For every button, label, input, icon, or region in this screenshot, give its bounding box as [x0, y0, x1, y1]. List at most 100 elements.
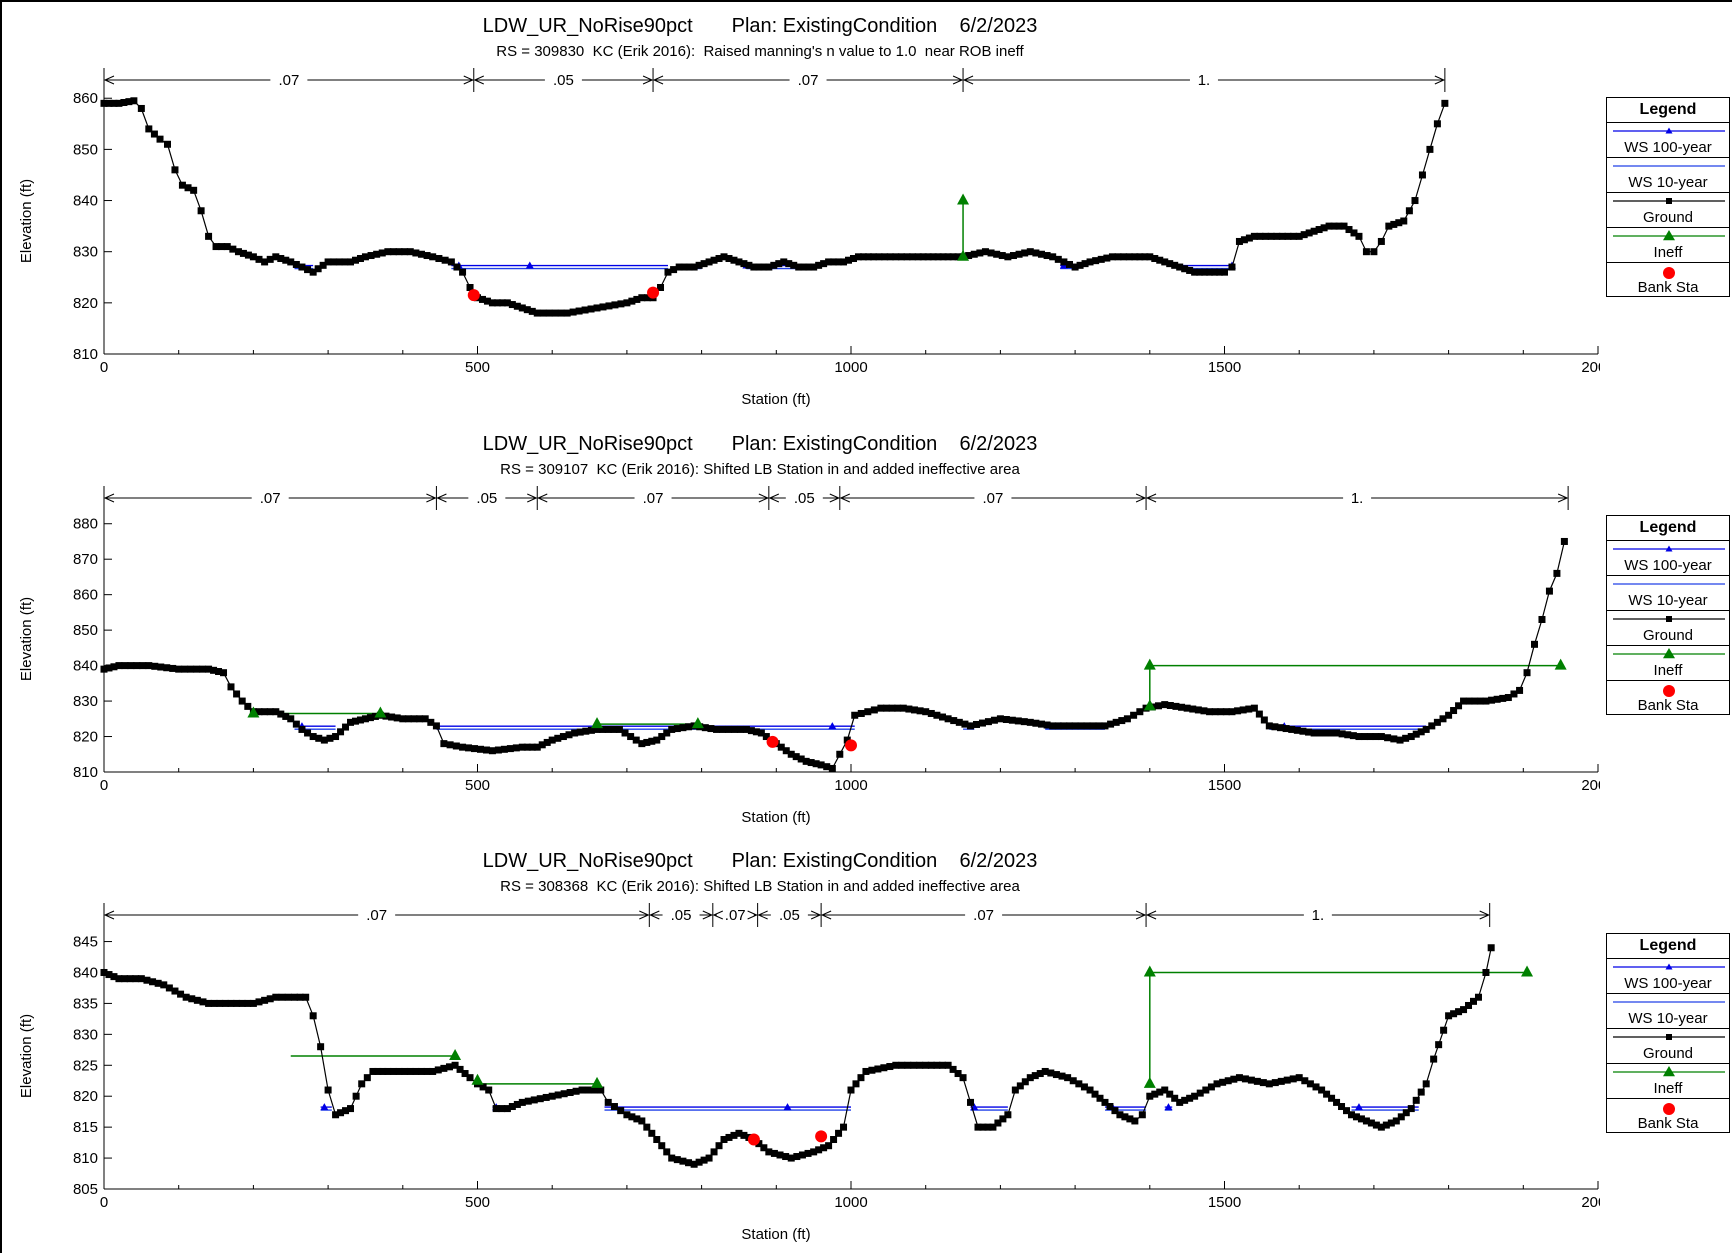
ground-point: [215, 668, 223, 676]
ground-point: [417, 250, 425, 258]
ground-point: [927, 709, 935, 717]
ground-point: [169, 664, 177, 672]
ground-point: [724, 725, 732, 733]
x-tick-label: 1000: [834, 1194, 867, 1211]
ground-point: [363, 1074, 371, 1082]
ground-point: [939, 253, 947, 261]
ground-point: [115, 975, 123, 983]
ground-point: [1493, 695, 1501, 703]
ground-point: [557, 309, 565, 317]
ground-point: [715, 1142, 723, 1150]
ground-point: [1355, 733, 1363, 741]
ground-point: [1340, 222, 1348, 230]
ground-point: [412, 1067, 420, 1075]
ground-point: [710, 256, 718, 264]
ground-point: [675, 263, 683, 271]
triangle-icon: [1613, 230, 1725, 241]
legend-item: Ground: [1607, 193, 1729, 228]
ground-point: [569, 308, 577, 316]
ground-point: [347, 1105, 355, 1113]
ground-point: [1186, 266, 1194, 274]
y-tick-label: 820: [73, 295, 98, 312]
ground-point: [780, 258, 788, 266]
x-tick-label: 1000: [834, 359, 867, 376]
ground-point: [493, 299, 501, 307]
ground-point: [1075, 1080, 1083, 1088]
ground-point: [658, 1142, 666, 1150]
ground-point: [435, 255, 443, 263]
ground-point: [1284, 232, 1292, 240]
ground-point: [229, 245, 237, 253]
ground-point: [989, 1123, 997, 1131]
ground-point: [1310, 729, 1318, 737]
x-axis-label: Station (ft): [741, 391, 810, 408]
ground-point: [970, 250, 978, 258]
y-tick-label: 860: [73, 90, 98, 107]
ground-point: [342, 723, 350, 731]
ground-point: [1021, 1078, 1029, 1086]
ground-point: [664, 268, 672, 276]
manning-arrowhead: [652, 75, 664, 85]
ground-point: [278, 993, 286, 1001]
ground-point: [485, 1086, 493, 1094]
ground-point: [632, 736, 640, 744]
ground-point: [1081, 260, 1089, 268]
ground-point: [1338, 730, 1346, 738]
ground-point: [725, 255, 733, 263]
ground-point: [518, 1098, 526, 1106]
manning-n-label: .07: [278, 72, 299, 89]
ground-point: [1095, 722, 1103, 730]
ground-point: [1545, 587, 1553, 595]
ground-point: [1460, 1006, 1468, 1014]
ws-100-year-marker: [828, 722, 837, 730]
ground-point: [266, 255, 274, 263]
ground-point: [1189, 705, 1197, 713]
ground-point: [452, 742, 460, 750]
ground-point: [965, 252, 973, 260]
legend-item-label: WS 100-year: [1624, 139, 1712, 156]
ground-point: [1004, 253, 1012, 261]
ground-point: [1362, 248, 1370, 256]
ground-point: [1273, 232, 1281, 240]
ground-point: [954, 253, 962, 261]
ground-point: [1390, 735, 1398, 743]
x-tick-label: 500: [465, 777, 490, 794]
chart-title: LDW_UR_NoRise90pct Plan: ExistingConditi…: [483, 433, 1038, 455]
ground-point: [366, 714, 374, 722]
ground-point: [765, 1148, 773, 1156]
ground-point: [545, 309, 553, 317]
ground-point: [1277, 1077, 1285, 1085]
ground-point: [950, 717, 958, 725]
ground-point: [1433, 120, 1441, 128]
ground-point: [740, 1131, 748, 1139]
manning-arrowhead: [747, 910, 758, 920]
ground-point: [163, 664, 171, 672]
ground-point: [643, 738, 651, 746]
ground-point: [679, 1157, 687, 1165]
ground-point: [1083, 722, 1091, 730]
ground-point: [1504, 694, 1512, 702]
ground-point: [382, 712, 390, 720]
ground-point: [840, 258, 848, 266]
ground-point: [508, 1103, 516, 1111]
ground-point: [1289, 1075, 1297, 1083]
y-tick-label: 825: [73, 1057, 98, 1074]
ground-point: [249, 999, 257, 1007]
legend-item-label: WS 10-year: [1628, 592, 1708, 609]
ground-point: [210, 666, 218, 674]
ground-point: [944, 253, 952, 261]
ground-point: [193, 665, 201, 673]
ground-point: [175, 665, 183, 673]
ground-point: [361, 715, 369, 723]
manning-arrowhead: [768, 493, 780, 503]
line-icon: [1613, 1001, 1725, 1003]
ground-point: [653, 1136, 661, 1144]
ground-point: [1417, 1088, 1425, 1096]
ineff-marker: [1143, 1076, 1156, 1088]
ground-point: [1156, 1088, 1164, 1096]
ground-point: [1058, 1072, 1066, 1080]
ground-point: [1201, 268, 1209, 276]
ground-point: [1211, 708, 1219, 716]
ground-point: [446, 741, 454, 749]
ground-point: [335, 258, 343, 266]
